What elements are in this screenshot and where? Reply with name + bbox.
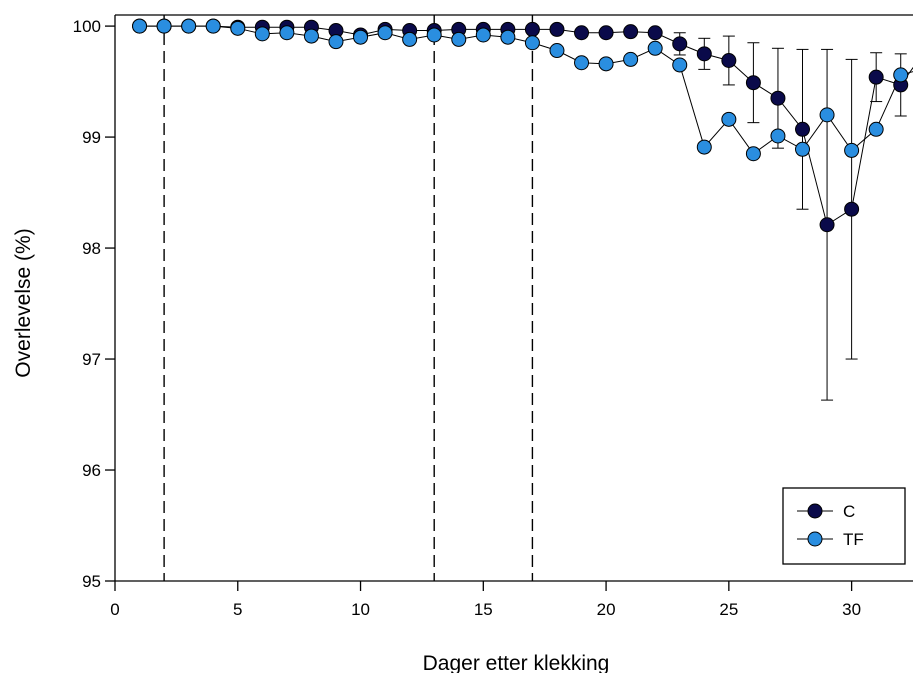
legend: C TF [782,487,906,565]
data-point [598,25,614,41]
data-point [328,34,344,50]
data-point [279,25,295,41]
markers-c [132,18,909,233]
legend-marker [807,531,823,547]
axes: 95 96 97 98 99 100 0 5 10 15 20 25 30 [73,14,913,619]
data-point [844,201,860,217]
data-point [475,27,491,43]
y-tick-label: 100 [73,17,101,36]
data-point [672,57,688,73]
data-point [524,21,540,37]
data-point [254,26,270,42]
data-point [795,121,811,137]
data-point [524,35,540,51]
data-point [795,141,811,157]
y-tick-label: 95 [82,572,101,591]
data-point [696,139,712,155]
markers-tf [132,18,909,162]
legend-marker [807,503,823,519]
data-point [451,31,467,47]
data-point [377,25,393,41]
data-point [819,107,835,123]
data-point [574,25,590,41]
data-point [770,90,786,106]
data-point [353,29,369,45]
series-layer [132,18,913,401]
legend-box [782,487,906,565]
data-point [132,18,148,34]
x-tick-label: 10 [351,600,370,619]
data-point [500,29,516,45]
data-point [745,146,761,162]
data-point [181,18,197,34]
data-point [868,69,884,85]
x-tick-label: 15 [474,600,493,619]
data-point [721,111,737,127]
x-tick-label: 20 [597,600,616,619]
data-point [205,18,221,34]
data-point [647,40,663,56]
data-point [156,18,172,34]
data-point [303,28,319,44]
data-point [230,20,246,36]
x-tick-label: 25 [719,600,738,619]
data-point [819,217,835,233]
data-point [696,46,712,62]
data-point [672,36,688,52]
legend-label: TF [843,530,864,549]
y-tick-label: 98 [82,239,101,258]
data-point [647,25,663,41]
data-point [623,24,639,40]
data-point [893,67,909,83]
x-tick-label: 5 [233,600,242,619]
x-axis-title: Dager etter klekking [423,652,610,673]
data-point [402,31,418,47]
x-tick-label: 30 [842,600,861,619]
series-c [139,25,913,401]
data-point [598,56,614,72]
y-tick-label: 96 [82,461,101,480]
data-point [574,55,590,71]
plot-area [163,15,534,581]
x-tick-label: 0 [110,600,119,619]
data-point [844,142,860,158]
data-point [868,121,884,137]
data-point [770,128,786,144]
data-point [623,51,639,67]
data-point [549,43,565,59]
data-point [721,53,737,69]
data-point [745,75,761,91]
y-tick-label: 97 [82,350,101,369]
data-point [426,27,442,43]
legend-label: C [843,502,855,521]
data-point [549,21,565,37]
y-axis-title: Overlevelse (%) [12,228,35,377]
y-tick-label: 99 [82,128,101,147]
